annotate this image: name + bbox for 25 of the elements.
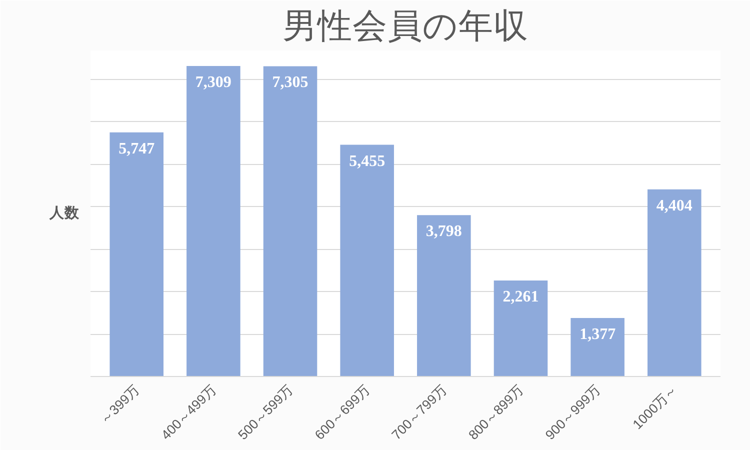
x-tick-label: 800～899万 bbox=[466, 382, 526, 443]
bar bbox=[110, 132, 164, 376]
x-tick-label: 900～999万 bbox=[542, 382, 603, 443]
bar bbox=[570, 318, 624, 376]
x-tick-label: 600～699万 bbox=[312, 382, 372, 443]
data-label: 5,455 bbox=[349, 152, 386, 170]
bar bbox=[494, 280, 548, 376]
x-tick-label: 500～599万 bbox=[235, 382, 296, 443]
bar bbox=[648, 189, 702, 376]
data-label: 7,305 bbox=[272, 74, 308, 92]
bar bbox=[340, 144, 394, 376]
data-label: 1,377 bbox=[580, 326, 616, 344]
bar bbox=[186, 66, 240, 376]
data-label: 4,404 bbox=[656, 197, 692, 214]
data-label: 5,747 bbox=[118, 140, 155, 158]
x-tick-label: 400～499万 bbox=[158, 382, 219, 443]
y-axis-title: 人数 bbox=[48, 204, 80, 222]
bar bbox=[417, 215, 471, 376]
data-label: 3,798 bbox=[426, 223, 462, 240]
data-label: 7,309 bbox=[195, 74, 232, 92]
bar bbox=[263, 66, 318, 376]
chart-title: 男性会員の年収 bbox=[282, 8, 528, 46]
data-label: 2,261 bbox=[502, 288, 539, 306]
x-tick-label: 700～799万 bbox=[388, 382, 450, 443]
x-tick-label: ～399万 bbox=[97, 382, 142, 427]
